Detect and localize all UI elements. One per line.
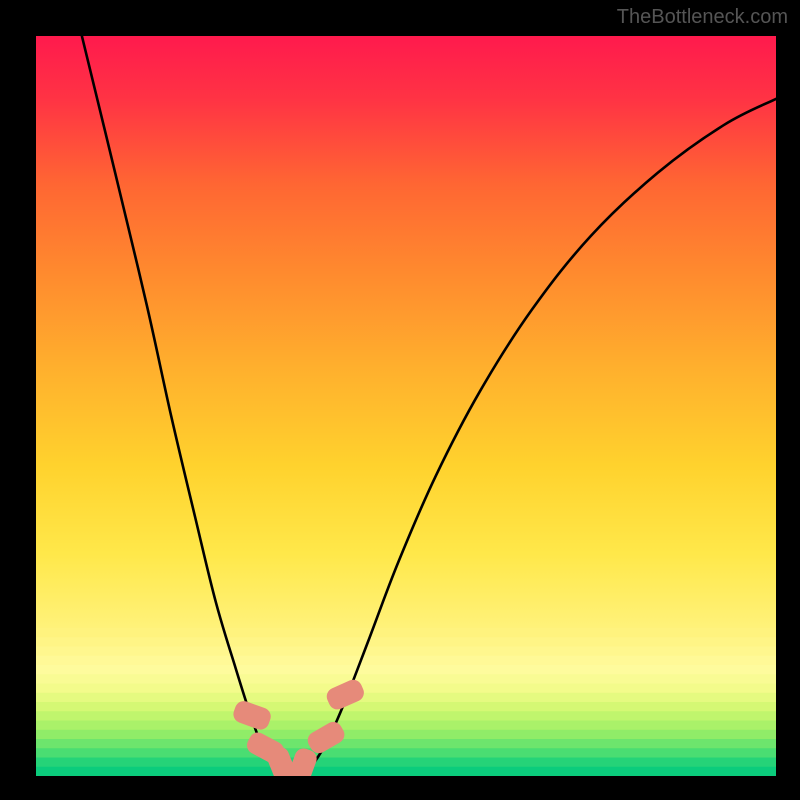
attribution-label: TheBottleneck.com	[617, 6, 788, 29]
banding-overlay	[36, 628, 776, 776]
plot-area	[36, 36, 776, 776]
bottleneck-chart	[36, 36, 776, 776]
figure-root: TheBottleneck.com	[0, 0, 800, 800]
